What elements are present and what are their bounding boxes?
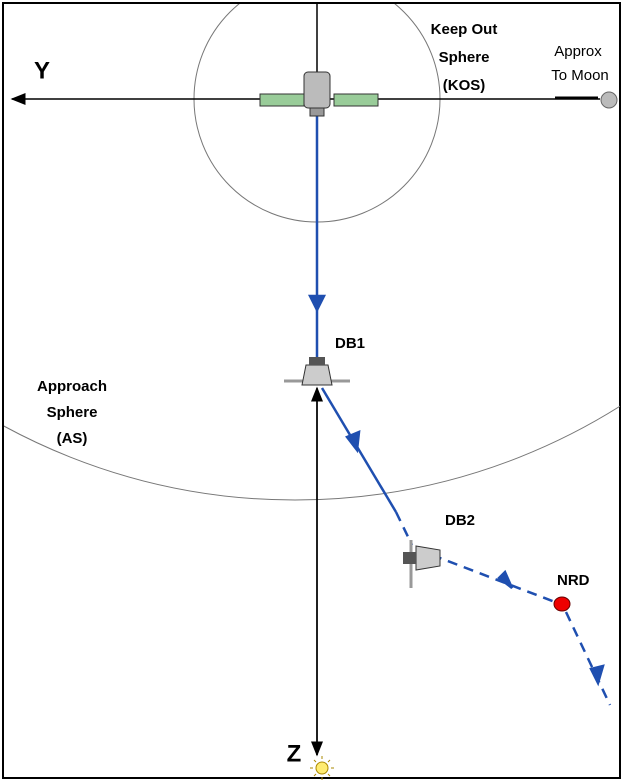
capsule-db1 <box>284 357 350 386</box>
moon-label: Approx <box>554 43 602 60</box>
trajectory <box>307 115 612 706</box>
kos-label: Sphere <box>439 49 490 66</box>
sun <box>310 756 334 780</box>
z-label: Z <box>287 740 302 767</box>
nrd-label: NRD <box>557 572 590 589</box>
db1-label: DB1 <box>335 335 365 352</box>
kos-label: Keep Out <box>431 21 498 38</box>
moon-label: To Moon <box>551 67 609 84</box>
capsule-db2 <box>403 540 441 588</box>
as-label: Sphere <box>47 404 98 421</box>
moon <box>600 91 618 109</box>
station <box>259 71 379 117</box>
y-label: Y <box>34 57 50 84</box>
as-label: Approach <box>37 378 107 395</box>
kos-label: (KOS) <box>443 77 486 94</box>
db2-label: DB2 <box>445 512 475 529</box>
nrd-point <box>553 596 571 612</box>
approach-sphere <box>4 405 620 501</box>
as-label: (AS) <box>57 430 88 447</box>
